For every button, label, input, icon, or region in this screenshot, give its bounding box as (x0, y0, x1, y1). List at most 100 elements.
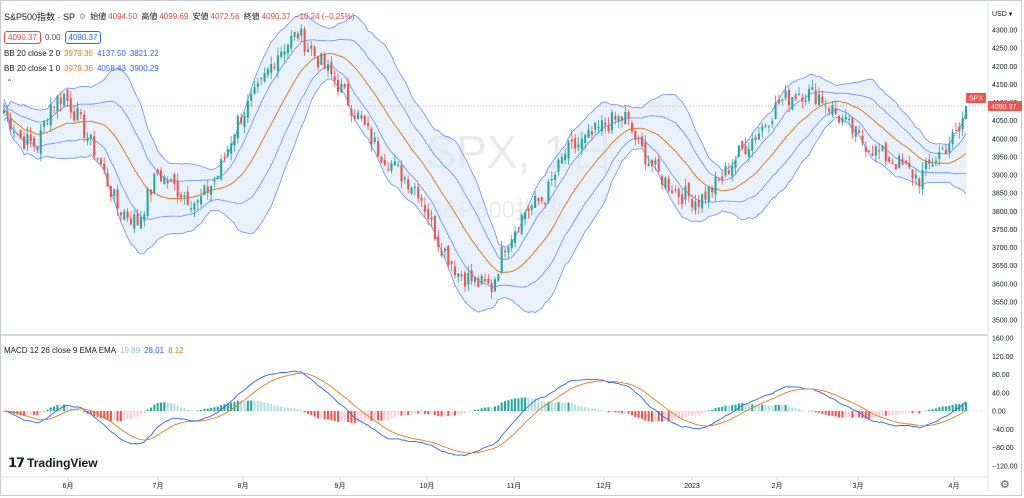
macd-histogram-bar (156, 402, 159, 412)
candle (213, 179, 216, 182)
candle (637, 138, 640, 140)
macd-histogram-bar (941, 406, 944, 412)
macd-tick-label: −120.00 (992, 463, 1018, 470)
macd-histogram-bar (640, 411, 644, 419)
candle (139, 216, 142, 229)
candle (29, 134, 32, 142)
macd-histogram-bar (587, 407, 590, 412)
macd-histogram-bar (290, 407, 293, 412)
candle (480, 276, 483, 285)
candle (417, 187, 420, 199)
bb1-legend[interactable]: BB 20 close 1 0 3979.36 4058.43 3900.29 (4, 64, 159, 73)
macd-histogram-bar (196, 410, 199, 412)
macd-histogram-bar (353, 411, 356, 424)
macd-histogram-bar (507, 400, 510, 412)
symbol-options-icon[interactable]: ⚙ (79, 12, 87, 21)
macd-histogram-bar (226, 403, 229, 412)
macd-histogram-bar (797, 408, 801, 412)
macd-histogram-bar (908, 411, 911, 413)
candle (747, 149, 750, 157)
macd-histogram-bar (868, 411, 871, 419)
macd-histogram-bar (437, 411, 440, 416)
macd-histogram-bar (677, 411, 680, 420)
symbol-tag-label: SPX (969, 95, 983, 102)
candle (764, 125, 767, 127)
bb2-legend[interactable]: BB 20 close 2 0 3979.36 4137.50 3821.22 (4, 49, 159, 58)
tradingview-logo[interactable]: 𝟭𝟳 TradingView (8, 455, 98, 470)
macd-histogram-bar (343, 411, 346, 422)
macd-histogram-bar (210, 408, 213, 412)
candle (704, 191, 707, 200)
collapse-legend-icon[interactable]: ⌃ (6, 78, 13, 87)
candle (226, 149, 229, 156)
macd-legend[interactable]: MACD 12 26 close 9 EMA EMA 19.89 28.01 8… (4, 346, 184, 355)
macd-histogram-bar (504, 401, 507, 412)
candle (483, 279, 487, 282)
candle (584, 134, 587, 144)
macd-histogram-bar (93, 411, 96, 417)
macd-histogram-bar (109, 411, 112, 422)
macd-histogram-bar (517, 398, 520, 412)
candle (580, 138, 583, 150)
macd-histogram-bar (46, 409, 49, 412)
candle (79, 112, 82, 115)
time-tick-label: 9月 (335, 482, 346, 490)
candle (403, 177, 406, 180)
macd-histogram-bar (888, 411, 891, 416)
macd-histogram-bar (844, 411, 847, 418)
macd-histogram-bar (283, 407, 286, 412)
macd-histogram-bar (607, 411, 610, 413)
candle (53, 106, 56, 108)
macd-histogram-bar (53, 406, 56, 412)
sell-button[interactable]: 4090.37 (4, 31, 41, 44)
candle (256, 83, 259, 87)
candle (754, 137, 757, 141)
macd-histogram-bar (761, 404, 764, 412)
macd-histogram-bar (397, 411, 400, 416)
time-tick-label: 2023 (684, 483, 700, 490)
symbol-title[interactable]: S&P500指数 · SP (4, 12, 76, 22)
buy-button[interactable]: 4090.37 (64, 31, 102, 44)
macd-histogram-bar (266, 403, 269, 412)
candle (964, 105, 968, 120)
macd-histogram-bar (610, 411, 613, 412)
candle (767, 126, 770, 128)
macd-histogram-bar (647, 411, 650, 422)
candle (734, 159, 737, 168)
candle (427, 209, 430, 219)
candle (540, 196, 543, 201)
settings-gear-icon[interactable]: ⚙ (1000, 479, 1010, 491)
bb-basis-line (3, 53, 967, 273)
candle (620, 116, 623, 121)
macd-histogram-bar (744, 404, 747, 412)
macd-histogram-bar (186, 409, 189, 412)
candle (530, 205, 533, 211)
candle (457, 273, 460, 278)
macd-histogram-bar (577, 405, 580, 412)
candle (961, 118, 964, 129)
candle (647, 163, 650, 167)
candle (791, 97, 794, 110)
macd-histogram-bar (584, 407, 587, 412)
macd-histogram-bar (69, 406, 72, 412)
macd-histogram-bar (360, 411, 363, 422)
macd-histogram-bar (951, 404, 954, 412)
macd-histogram-bar (944, 406, 947, 412)
candle (173, 174, 176, 184)
macd-histogram-bar (704, 411, 707, 413)
candle (761, 126, 764, 131)
bb2-upper-line (3, 13, 967, 248)
candle (931, 165, 934, 167)
macd-histogram-bar (654, 411, 657, 422)
macd-histogram-bar (66, 405, 69, 412)
macd-histogram-bar (383, 411, 386, 421)
candle (884, 142, 887, 162)
macd-histogram-bar (363, 411, 366, 422)
macd-histogram-bar (133, 411, 136, 418)
tradingview-logo-icon: 𝟭𝟳 (8, 455, 25, 470)
macd-histogram-bar (567, 402, 570, 412)
candle (737, 145, 740, 157)
candle (9, 118, 12, 130)
macd-histogram-bar (530, 398, 533, 412)
